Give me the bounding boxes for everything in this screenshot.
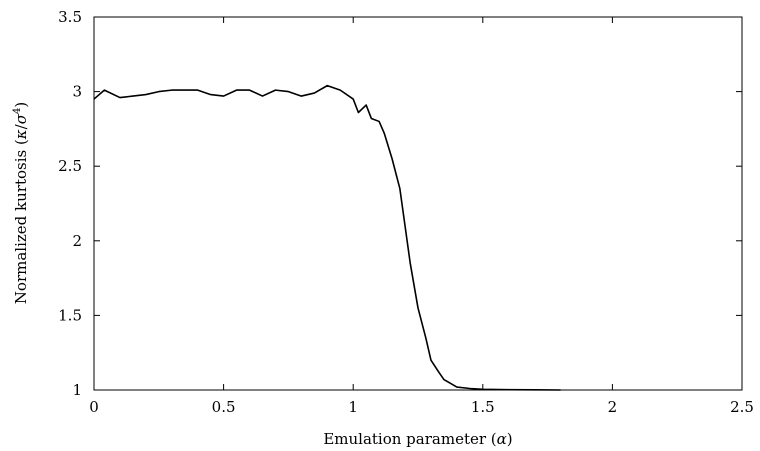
series-line — [93, 84, 561, 391]
y-tick-label: 1.5 — [58, 306, 82, 324]
y-tick-label: 2.5 — [58, 157, 82, 175]
y-axis-label: Normalized kurtosis (κ/σ4) — [12, 102, 30, 304]
y-tick-label: 3.5 — [58, 8, 82, 26]
series-layer — [93, 84, 561, 391]
y-axis-ticks: 1 1.5 2 2.5 3 3.5 — [58, 8, 742, 399]
x-tick-label: 2.5 — [730, 398, 754, 416]
x-tick-label: 2 — [608, 398, 618, 416]
plot-frame — [93, 16, 743, 391]
x-axis-label: Emulation parameter (α) — [323, 430, 512, 448]
y-tick-label: 1 — [72, 381, 82, 399]
x-tick-label: 0.5 — [212, 398, 236, 416]
x-tick-label: 1.5 — [471, 398, 495, 416]
x-tick-label: 0 — [89, 398, 99, 416]
x-axis-ticks: 0 0.5 1 1.5 2 2.5 — [89, 17, 754, 416]
y-tick-label: 3 — [72, 83, 82, 101]
x-tick-label: 1 — [348, 398, 358, 416]
y-tick-label: 2 — [72, 232, 82, 250]
